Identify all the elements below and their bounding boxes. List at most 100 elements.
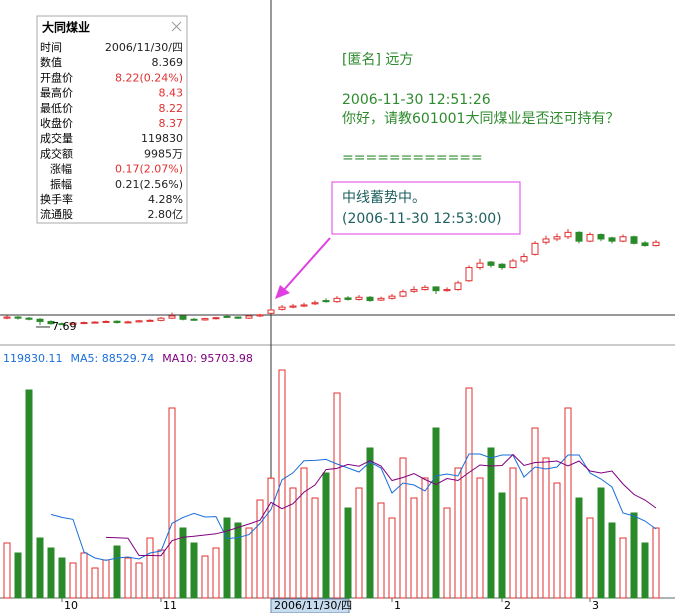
info-panel: 大同煤业 时间 2006/11/30/四数值 8.369 开盘价 8.22(0.24%)… — [36, 15, 188, 224]
candle-body — [487, 261, 495, 266]
candle-body — [201, 318, 209, 321]
volume-bar — [608, 522, 616, 599]
volume-bar — [278, 369, 286, 599]
volume-bar — [377, 502, 385, 599]
candle-body — [124, 321, 132, 324]
volume-bar — [564, 407, 572, 599]
close-button[interactable] — [171, 21, 182, 32]
volume-bar — [630, 512, 638, 599]
volume-bar — [311, 497, 319, 599]
candle-body — [300, 304, 308, 307]
candle-body — [58, 323, 66, 326]
volume-bar — [47, 547, 55, 599]
info-label: 换手率 — [40, 192, 73, 206]
info-value: 119830 — [141, 132, 183, 145]
x-tick-label: 1 — [394, 599, 401, 612]
volume-bar — [25, 389, 33, 599]
info-value: 8.22 — [159, 102, 184, 115]
candle-body — [564, 231, 572, 238]
candle-body — [575, 231, 583, 242]
x-tick-label: 10 — [64, 599, 78, 612]
volume-bar — [80, 552, 88, 599]
info-value: 8.43 — [159, 87, 184, 100]
candle-body — [630, 236, 638, 244]
candle-body — [388, 295, 396, 299]
volume-bar — [399, 457, 407, 599]
info-label: 成交量 — [40, 131, 73, 145]
candle-body — [432, 286, 440, 292]
candle-body — [157, 317, 165, 321]
low-label: 7.69 — [52, 320, 77, 333]
candle-body — [91, 321, 99, 324]
candle-body — [542, 238, 550, 243]
volume-bar — [91, 567, 99, 599]
volume-bar — [509, 467, 517, 599]
candle-body — [278, 306, 286, 310]
candle-body — [36, 318, 44, 322]
x-tick-label: 2 — [504, 599, 511, 612]
volume-bar — [586, 517, 594, 599]
volume-bar — [113, 545, 121, 599]
volume-bar — [641, 542, 649, 599]
candle-body — [465, 267, 473, 282]
legend-entry: MA5: 88529.74 — [71, 352, 155, 365]
candle-body — [47, 320, 55, 325]
message-author: [匿名] 远方 — [342, 52, 413, 68]
candle-body — [454, 282, 462, 291]
candle-body — [443, 289, 451, 292]
volume-bar — [69, 562, 77, 599]
candle-body — [322, 300, 330, 303]
candle-body — [135, 320, 143, 323]
volume-bar — [102, 559, 110, 599]
message-separator: ============ — [342, 150, 483, 166]
candle-body — [333, 297, 341, 303]
candle-body — [641, 242, 649, 247]
candle-body — [619, 236, 627, 242]
x-tick-label: 2006/11/30/四 — [274, 599, 352, 612]
annotation-text: 中线蓄势中。 — [342, 190, 426, 206]
candle-body — [267, 309, 275, 314]
info-value: 2.80亿 — [148, 208, 184, 221]
annotation-arrow — [281, 237, 331, 293]
volume-bar — [388, 517, 396, 599]
volume-bar — [432, 427, 440, 599]
volume-bar — [201, 555, 209, 599]
candle-body — [344, 297, 352, 300]
ma-line — [50, 453, 657, 561]
volume-bar — [531, 427, 539, 599]
annotation-time: (2006-11-30 12:53:00) — [342, 211, 502, 227]
volume-bar — [36, 537, 44, 599]
volume-bar — [124, 557, 132, 599]
legend-entry: MA10: 95703.98 — [162, 352, 253, 365]
candle-body — [410, 289, 418, 292]
volume-bar — [498, 492, 506, 599]
volume-bar — [256, 499, 264, 599]
volume-bar — [267, 477, 275, 599]
info-value: 8.22(0.24%) — [115, 71, 183, 84]
volume-bar — [212, 547, 220, 599]
message: [匿名] 远方 2006-11-30 12:51:26 你好，请教601001大… — [275, 52, 619, 299]
volume-bar — [619, 537, 627, 599]
x-tick-label: 11 — [163, 599, 177, 612]
volume-bar — [410, 497, 418, 599]
volume-bar — [223, 517, 231, 599]
x-tick-label: 3 — [592, 599, 599, 612]
info-label: 开盘价 — [40, 70, 73, 84]
ma-line — [105, 453, 657, 557]
volume-bar — [245, 527, 253, 599]
plot-area: 7.69 119830.11 MA5: 88529.74 MA10: 95703.98… — [3, 229, 660, 613]
volume-bar — [465, 387, 473, 599]
candle-body — [377, 297, 385, 301]
volume-bar — [135, 562, 143, 599]
candle-body — [399, 291, 407, 297]
info-value: 4.28% — [148, 193, 183, 206]
candle-body — [476, 262, 484, 269]
candle-body — [652, 241, 660, 247]
candle-body — [531, 242, 539, 255]
candle-body — [223, 315, 231, 318]
info-value: 8.369 — [152, 56, 184, 69]
info-label: 振幅 — [50, 177, 72, 191]
crosshair-label-bg — [270, 598, 350, 613]
candle-body — [586, 234, 594, 242]
